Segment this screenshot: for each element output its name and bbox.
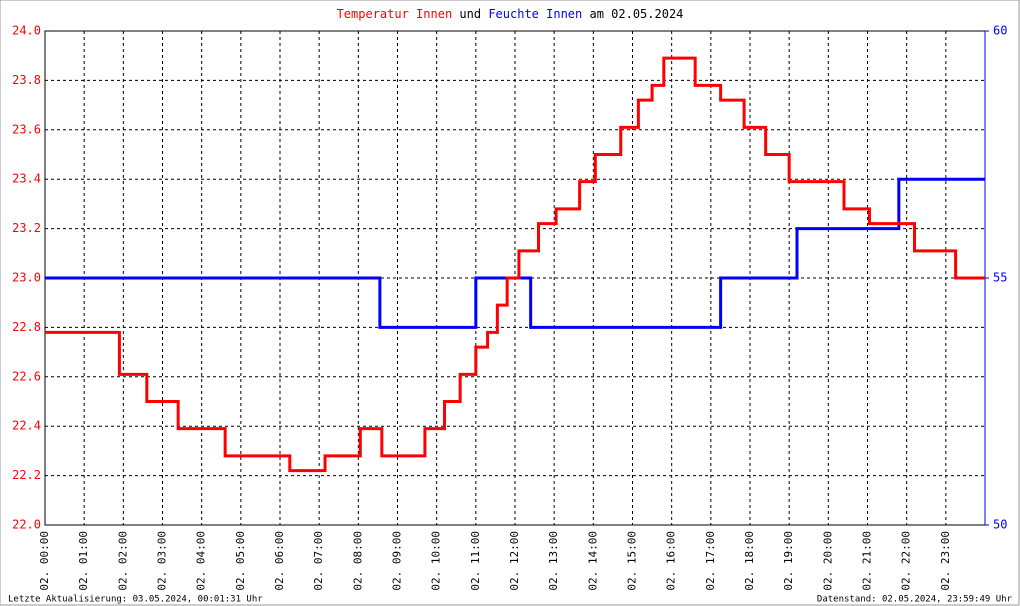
series-line (45, 56, 985, 473)
x-tick-label: 02. 22:00 (900, 531, 913, 591)
chart-title: Temperatur Innen und Feuchte Innen am 02… (337, 7, 684, 21)
series-line (45, 177, 985, 329)
x-tick-label: 02. 09:00 (391, 531, 404, 591)
y-tick-label: 23.0 (12, 271, 41, 285)
title-date: am 02.05.2024 (589, 7, 683, 21)
y2-tick-label: 50 (993, 518, 1007, 532)
x-tick-label: 02. 11:00 (469, 531, 482, 591)
x-tick-label: 02. 16:00 (665, 531, 678, 591)
x-tick-label: 02. 19:00 (782, 531, 795, 591)
y-tick-label: 22.4 (12, 419, 41, 433)
x-tick-label: 02. 23:00 (939, 531, 952, 591)
x-tick-label: 02. 04:00 (195, 531, 208, 591)
x-tick-label: 02. 01:00 (77, 531, 90, 591)
x-tick-label: 02. 13:00 (547, 531, 560, 591)
title-series-2: Feuchte Innen (488, 7, 582, 21)
y-tick-label: 22.2 (12, 468, 41, 482)
y-tick-label: 24.0 (12, 24, 41, 38)
x-tick-label: 02. 21:00 (861, 531, 874, 591)
x-tick-label: 02. 06:00 (273, 531, 286, 591)
x-tick-label: 02. 20:00 (821, 531, 834, 591)
x-tick-label: 02. 00:00 (38, 531, 51, 591)
title-connector: und (459, 7, 481, 21)
x-tick-label: 02. 05:00 (234, 531, 247, 591)
title-series-1: Temperatur Innen (337, 7, 453, 21)
footer-right: Datenstand: 02.05.2024, 23:59:49 Uhr (817, 595, 1013, 605)
y-tick-label: 22.6 (12, 369, 41, 383)
y2-tick-label: 60 (993, 24, 1007, 38)
x-tick-label: 02. 15:00 (626, 531, 639, 591)
x-tick-label: 02. 02:00 (116, 531, 129, 591)
x-tick-label: 02. 14:00 (586, 531, 599, 591)
x-tick-label: 02. 07:00 (312, 531, 325, 591)
y-tick-label: 22.0 (12, 518, 41, 532)
x-tick-label: 02. 08:00 (351, 531, 364, 591)
x-tick-label: 02. 10:00 (430, 531, 443, 591)
y-tick-label: 22.8 (12, 320, 41, 334)
y-tick-label: 23.6 (12, 122, 41, 136)
y2-tick-label: 55 (993, 271, 1007, 285)
y-tick-label: 23.4 (12, 172, 41, 186)
x-tick-label: 02. 12:00 (508, 531, 521, 591)
x-tick-label: 02. 18:00 (743, 531, 756, 591)
y-tick-label: 23.2 (12, 221, 41, 235)
x-tick-label: 02. 17:00 (704, 531, 717, 591)
y-tick-label: 23.8 (12, 73, 41, 87)
x-tick-label: 02. 03:00 (156, 531, 169, 591)
footer-left: Letzte Aktualisierung: 03.05.2024, 00:01… (8, 595, 263, 605)
